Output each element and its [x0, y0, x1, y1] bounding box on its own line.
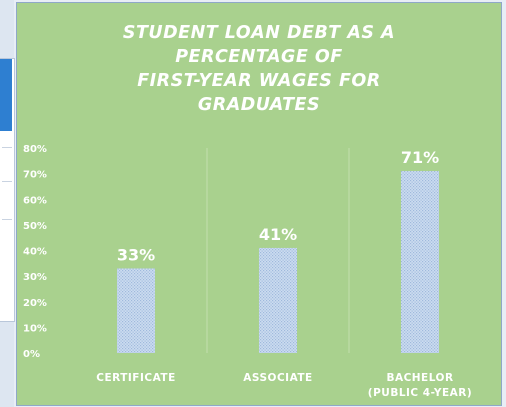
background-window-header — [0, 59, 12, 131]
bar — [259, 247, 297, 353]
y-tick-label: 80% — [23, 144, 47, 155]
x-tick-label: (PUBLIC 4-YEAR) — [368, 387, 472, 399]
data-label: 71% — [401, 148, 439, 167]
data-label: 41% — [259, 225, 297, 244]
y-tick-label: 50% — [23, 221, 47, 232]
y-tick-label: 60% — [23, 195, 47, 206]
x-tick-label: CERTIFICATE — [96, 372, 176, 384]
bar — [117, 268, 155, 353]
y-tick-label: 10% — [23, 323, 47, 334]
bar-chart-plot: 0% 10% 20% 30% 40% 50% 60% 70% 80% 33% 41% 71% CER… — [23, 144, 472, 399]
data-label: 33% — [117, 245, 155, 264]
chart-card: STUDENT LOAN DEBT AS A PERCENTAGE OF FIR… — [16, 2, 502, 406]
background-divider — [2, 181, 12, 182]
y-tick-label: 40% — [23, 247, 47, 258]
background-divider — [2, 147, 12, 148]
y-tick-label: 70% — [23, 170, 47, 181]
y-tick-label: 0% — [23, 349, 40, 360]
x-tick-label: BACHELOR — [386, 372, 453, 384]
y-tick-label: 20% — [23, 298, 47, 309]
x-tick-label: ASSOCIATE — [243, 372, 312, 384]
background-divider — [2, 219, 12, 220]
chart-title: STUDENT LOAN DEBT AS A PERCENTAGE OF FIR… — [122, 23, 396, 115]
y-tick-label: 30% — [23, 272, 47, 283]
bar — [401, 171, 439, 353]
background-window-panel — [0, 58, 15, 322]
